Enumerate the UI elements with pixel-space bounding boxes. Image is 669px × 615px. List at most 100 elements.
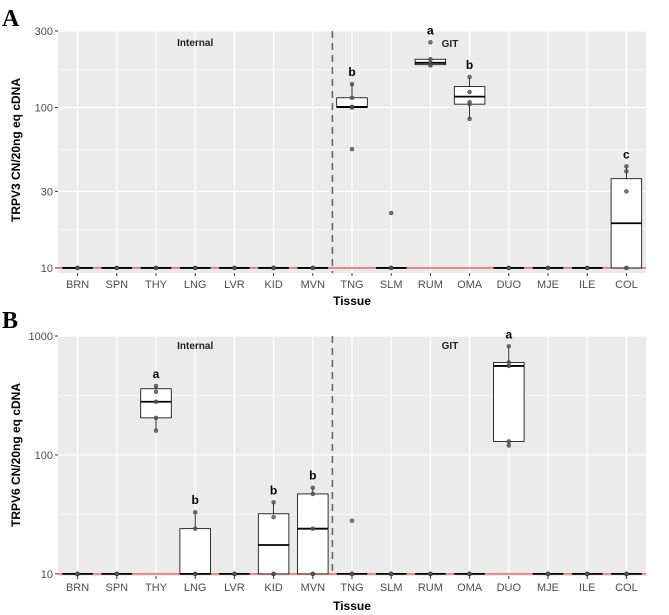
data-point (232, 571, 237, 577)
data-point (310, 526, 315, 531)
box-body (179, 528, 211, 575)
panel-a-box-lvr (219, 265, 250, 271)
panel-b-box-thy: a (140, 367, 172, 433)
panel-a-box-brn (62, 265, 93, 271)
data-point (428, 571, 433, 577)
panel-a-x-tick-label: SPN (105, 279, 128, 291)
panel-b-x-tick-label: ILE (579, 582, 596, 594)
significance-letter: b (309, 469, 316, 483)
data-point (428, 63, 433, 68)
panel-a-group-label-git: GIT (442, 39, 459, 50)
panel-a-letter: A (2, 6, 20, 32)
data-point (506, 344, 511, 349)
panel-a-x-tick-label: MJE (537, 279, 559, 291)
data-point (192, 510, 198, 515)
panel-b-x-tick-label: OMA (457, 582, 483, 594)
panel-b-group-label-git: GIT (442, 341, 459, 352)
box-body (297, 493, 329, 575)
panel-b-box-ile (571, 571, 603, 577)
panel-b-box-oma (454, 571, 485, 577)
significance-letter: b (466, 58, 473, 72)
data-point (389, 571, 394, 577)
data-point (585, 571, 590, 577)
data-point (349, 105, 355, 110)
data-point (75, 265, 80, 271)
data-point (153, 399, 159, 404)
data-point (467, 89, 472, 95)
significance-letter: c (623, 147, 630, 161)
panel-a-box-duo (493, 265, 525, 271)
box-body (493, 361, 525, 442)
panel-b-plot: 10 100 1000 BRN SPN THY LNG LVR KID MVN TNG SLM RUM O… (29, 327, 646, 594)
panel-a-box-rum: a (414, 23, 447, 68)
panel-b-x-tick-label: RUM (418, 582, 443, 594)
panel-b-x-tick-label: LNG (184, 582, 207, 594)
data-point (506, 439, 511, 444)
panel-a-box-mje (532, 265, 564, 271)
panel-a-x-tick-label: MVN (301, 279, 326, 291)
panel-a-x-tick-label: BRN (66, 279, 89, 291)
panel-b-x-tick-label: DUO (497, 582, 522, 594)
significance-letter: b (348, 65, 355, 79)
data-point (389, 265, 394, 271)
panel-a-box-slm (375, 210, 407, 271)
panel-b-group-label-internal: Internal (177, 341, 213, 352)
data-point (389, 210, 394, 216)
data-point (585, 265, 590, 271)
panel-a-box-oma: b (453, 58, 486, 122)
panel-a-x-tick-label: SLM (380, 279, 403, 291)
panel-a: A TRPV3 CN/20ng eq cDNA Tissue 10 30 100 30… (2, 6, 646, 308)
panel-b-box-col (611, 571, 642, 577)
panel-b-x-tick-label: MJE (537, 582, 559, 594)
panel-b-box-rum (415, 571, 446, 577)
panel-a-box-mvn (297, 265, 329, 271)
data-point (114, 571, 120, 577)
data-point (192, 265, 198, 271)
panel-b-x-tick-label: KID (264, 582, 282, 594)
panel-b-x-tick-label: TNG (340, 582, 363, 594)
panel-a-box-kid (258, 265, 289, 271)
panel-b-box-spn (101, 571, 133, 577)
data-point (506, 265, 511, 271)
data-point (114, 265, 120, 271)
panel-a-x-tick-label: RUM (418, 279, 443, 291)
panel-a-box-col: c (610, 147, 643, 271)
data-point (467, 74, 472, 80)
panel-b-box-duo: a (493, 327, 525, 448)
panel-a-x-tick-label: OMA (457, 279, 483, 291)
panel-b-y-tick-label: 100 (35, 450, 53, 462)
panel-a-x-tick-label: LNG (184, 279, 207, 291)
data-point (310, 485, 315, 490)
panel-a-x-tick-label: ILE (579, 279, 596, 291)
panel-b-x-tick-label: MVN (301, 582, 326, 594)
panel-a-x-tick-label: TNG (340, 279, 363, 291)
panel-a-y-tick-label: 10 (41, 263, 53, 275)
data-point (271, 500, 276, 505)
panel-a-y-axis-title: TRPV3 CN/20ng eq cDNA (9, 78, 23, 222)
significance-letter: a (153, 367, 160, 381)
panel-a-y-tick-label: 100 (35, 103, 53, 115)
panel-a-box-lng (179, 265, 211, 271)
data-point (624, 265, 629, 271)
panel-a-x-tick-label: THY (145, 279, 168, 291)
data-point (428, 40, 433, 45)
panel-a-box-ile (571, 265, 603, 271)
data-point (467, 571, 472, 577)
panel-a-x-tick-label: KID (264, 279, 282, 291)
panel-b-box-lvr (219, 571, 250, 577)
significance-letter: a (427, 23, 434, 37)
data-point (624, 169, 629, 174)
data-point (349, 81, 355, 87)
panel-a-group-label-internal: Internal (177, 38, 213, 49)
panel-b-box-slm (375, 571, 407, 577)
data-point (310, 265, 315, 271)
data-point (624, 189, 629, 194)
panel-b-x-tick-label: LVR (224, 582, 245, 594)
significance-letter: b (192, 493, 199, 507)
data-point (349, 146, 355, 152)
panel-a-plot: 10 30 100 300 BRN SPN THY LNG LVR KID MVN TNG SLM RUM… (35, 23, 646, 291)
data-point (153, 383, 159, 389)
data-point (624, 164, 629, 169)
panel-b-box-kid: b (257, 483, 290, 577)
panel-b-box-brn (62, 571, 93, 577)
